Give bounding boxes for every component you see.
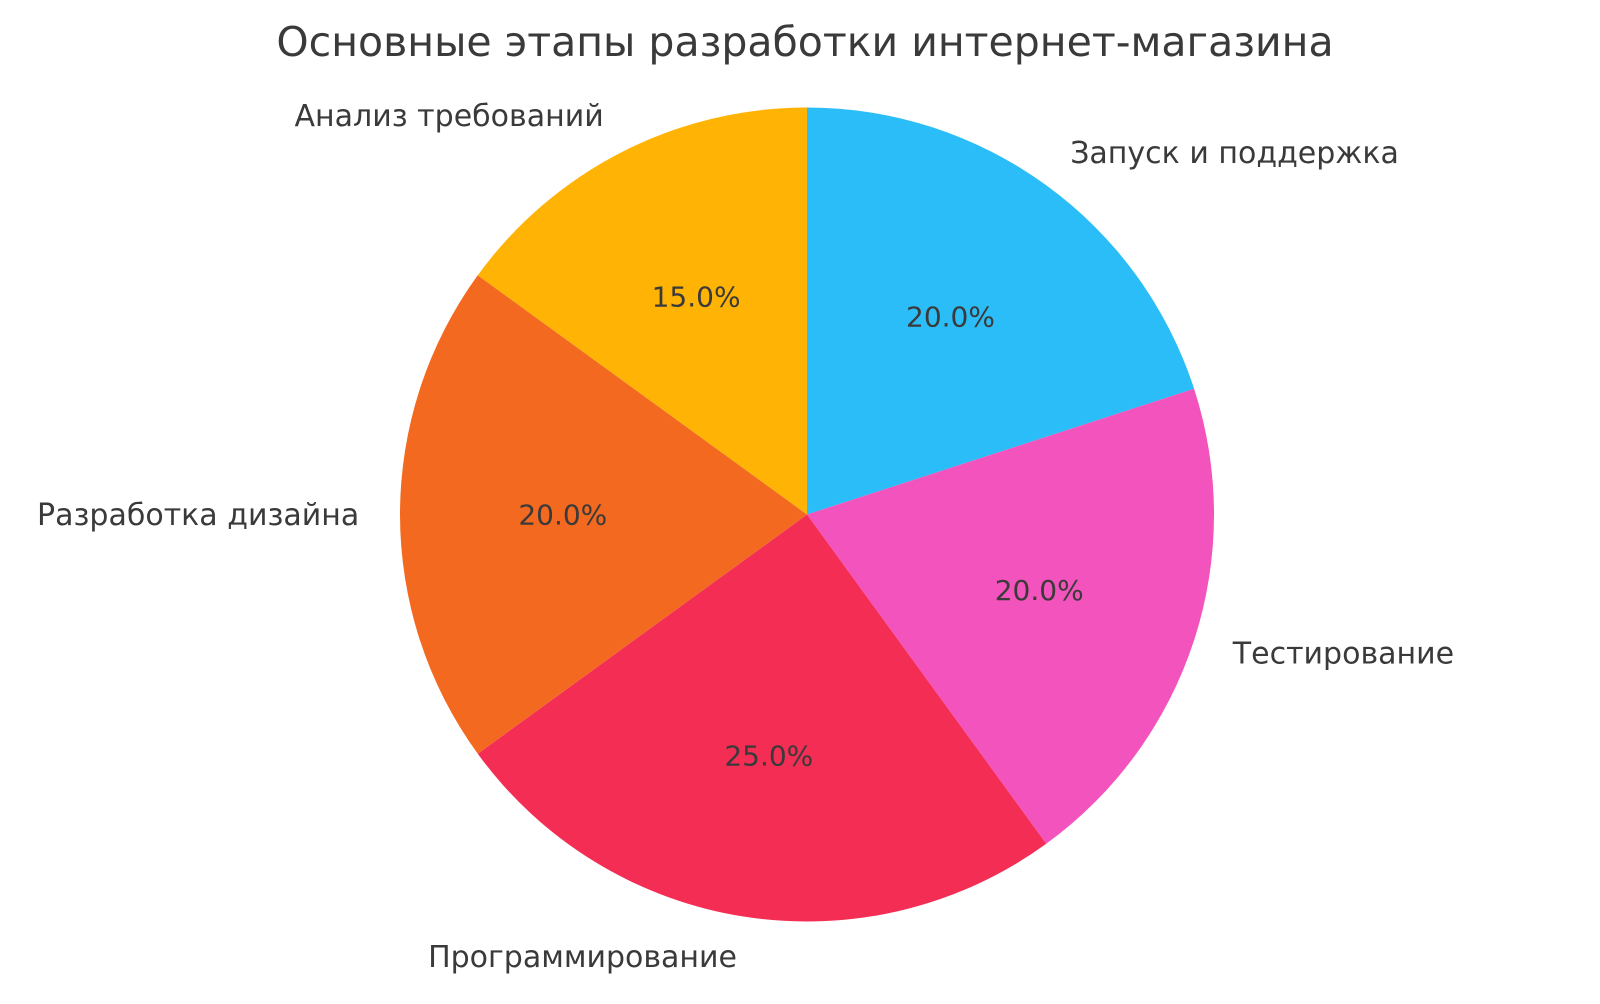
pie-slice-3: [399, 275, 807, 754]
slice-label-1: Тестирование: [1232, 636, 1454, 671]
percent-label-3: 20.0%: [518, 498, 607, 531]
slice-labels: Запуск и поддержка Тестирование Программир…: [37, 99, 1454, 975]
percent-label-2: 25.0%: [724, 740, 813, 773]
pie-slices: [399, 107, 1215, 922]
slice-label-3: Разработка дизайна: [37, 498, 359, 533]
percent-label-4: 15.0%: [652, 281, 741, 314]
pie-slice-1: [807, 388, 1215, 844]
chart-title: Основные этапы разработки интернет-магаз…: [276, 18, 1333, 66]
pie-slice-0: [807, 107, 1195, 515]
percent-label-1: 20.0%: [995, 574, 1084, 607]
percent-label-0: 20.0%: [906, 301, 995, 334]
slice-label-0: Запуск и поддержка: [1070, 136, 1399, 171]
pie-slice-4: [477, 107, 807, 515]
pie-slice-2: [477, 514, 1047, 922]
slice-label-2: Программирование: [428, 940, 737, 975]
percent-labels: 20.0% 20.0% 25.0% 20.0% 15.0%: [518, 281, 1083, 773]
slice-label-4: Анализ требований: [295, 99, 604, 134]
